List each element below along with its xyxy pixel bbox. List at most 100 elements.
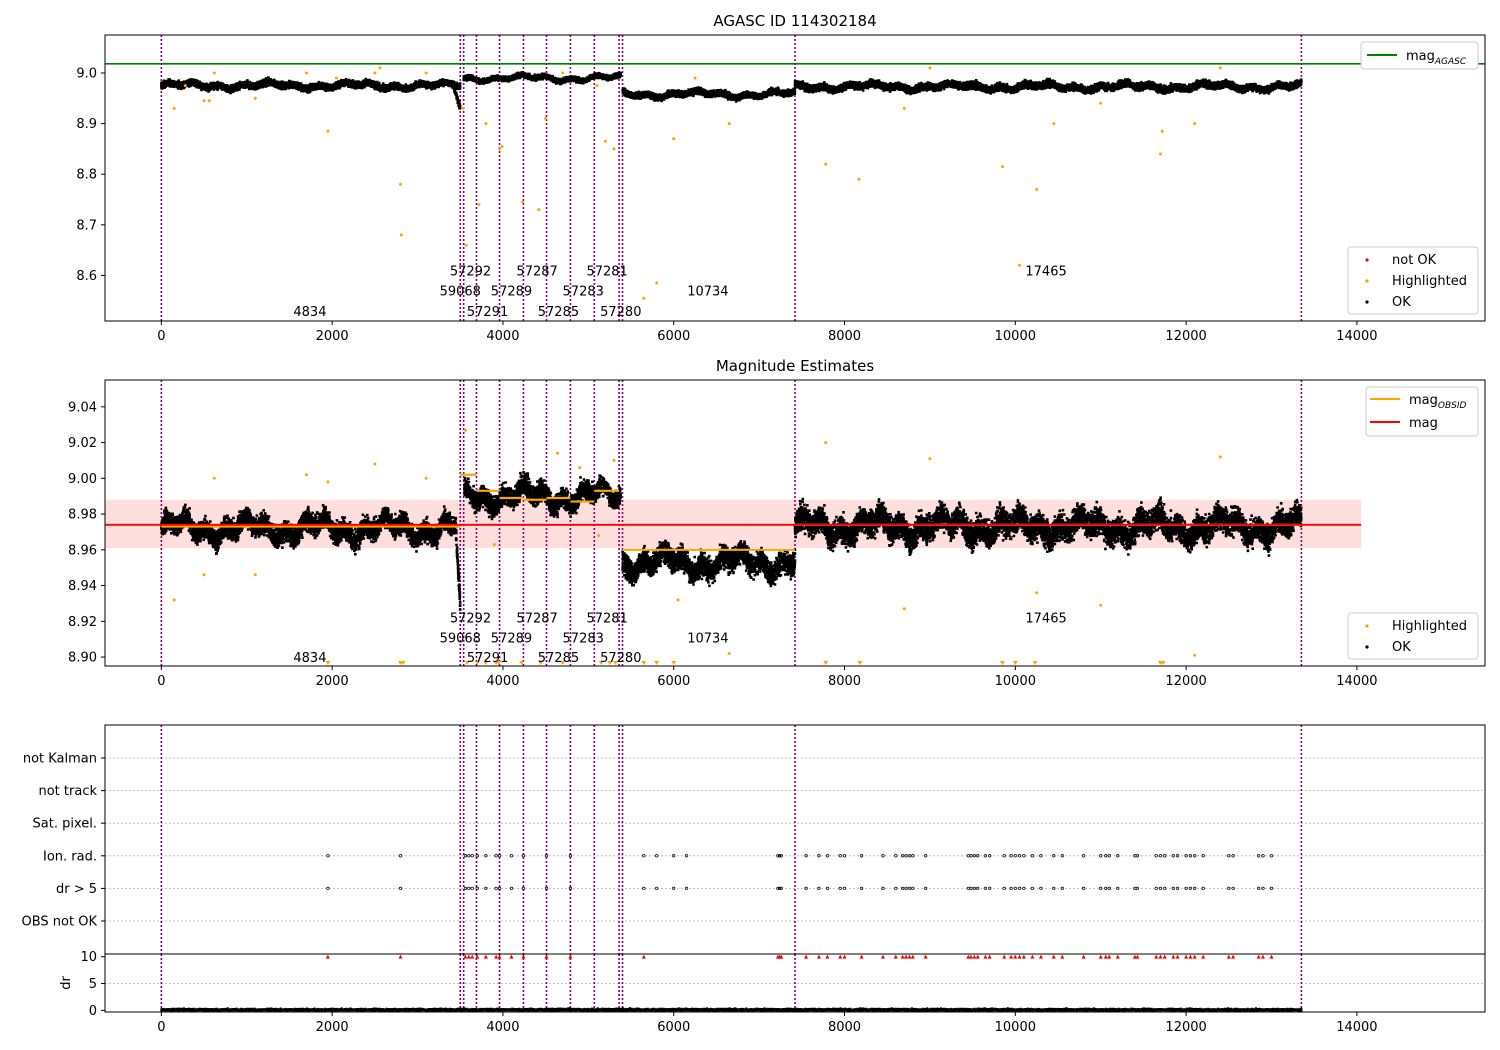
flag-mark-4-61 xyxy=(1188,886,1193,891)
flag-mark-4-38 xyxy=(988,886,992,891)
flag-label-1: not track xyxy=(38,784,97,799)
dr-not-ok-point-54 xyxy=(1162,954,1167,959)
dr-not-ok-point-48 xyxy=(1107,954,1112,959)
highlighted-point-p1-40 xyxy=(1099,101,1103,105)
clipped-point-16 xyxy=(671,661,677,665)
highlighted-point-p1-30 xyxy=(693,76,697,80)
highlighted-point-p2-16 xyxy=(824,441,828,445)
flag-mark-3-65 xyxy=(1231,854,1235,858)
flag-mark-3-48 xyxy=(1081,854,1086,858)
flag-mark-4-39 xyxy=(1002,886,1006,891)
highlighted-point-p1-1 xyxy=(183,84,187,88)
flag-mark-3-45 xyxy=(1039,854,1043,858)
highlighted-point-p1-17 xyxy=(484,122,488,126)
dr-not-ok-point-11 xyxy=(544,954,549,959)
flag-mark-4-21 xyxy=(817,886,821,891)
dr-not-ok-point-36 xyxy=(1002,954,1007,959)
legend-entry-not-ok: not OK xyxy=(1392,253,1437,268)
highlighted-point-p2-14 xyxy=(676,598,680,602)
highlighted-point-p1-8 xyxy=(334,76,338,80)
flag-mark-3-58 xyxy=(1171,854,1175,858)
highlighted-point-p1-32 xyxy=(824,162,828,166)
flag-mark-3-22 xyxy=(825,854,830,858)
panel-dr-frame xyxy=(104,953,1486,1013)
dr-not-ok-point-43 xyxy=(1051,954,1056,959)
x-tick-p4-label-4: 8000 xyxy=(828,1020,861,1035)
highlighted-point-p2-7 xyxy=(424,476,428,480)
legend-entry-ok: OK xyxy=(1392,295,1411,310)
flag-mark-4-63 xyxy=(1201,886,1205,891)
flag-mark-3-8 xyxy=(497,854,502,858)
flag-mark-3-68 xyxy=(1269,854,1274,858)
panel-agasc-frame xyxy=(104,34,1486,322)
flag-mark-4-68 xyxy=(1269,886,1274,891)
flag-mark-4-46 xyxy=(1052,886,1056,891)
dr-not-ok-point-39 xyxy=(1017,954,1022,959)
flag-mark-4-8 xyxy=(497,886,502,891)
dr-not-ok-point-12 xyxy=(568,954,573,959)
obsid-label-p2-10: 10734 xyxy=(687,631,728,646)
highlighted-point-p1-29 xyxy=(672,137,676,141)
legend-entry-mag-obsid-subscript: OBSID xyxy=(1438,401,1467,411)
flag-mark-4-49 xyxy=(1099,886,1103,891)
highlighted-point-p2-21 xyxy=(1193,653,1197,657)
dr-not-ok-point-58 xyxy=(1188,954,1193,959)
highlighted-point-p1-42 xyxy=(1160,129,1164,133)
highlighted-point-p1-22 xyxy=(544,117,548,120)
dr-not-ok-point-16 xyxy=(779,954,784,959)
x-tick-p1-label-3: 6000 xyxy=(657,329,690,344)
highlighted-point-p1-15 xyxy=(464,243,468,247)
clipped-point-3 xyxy=(464,661,470,665)
highlighted-point-p2-20 xyxy=(1099,603,1103,607)
flag-mark-4-4 xyxy=(470,886,474,891)
x-tick-p2-label-4: 8000 xyxy=(828,674,861,689)
y-tick-p1-label-4: 9.0 xyxy=(76,66,97,81)
flag-mark-3-49 xyxy=(1099,854,1103,858)
panel-magnitude-x-ticks: 0 2000 4000 6000 8000 10000 12000 14000 xyxy=(157,666,1378,689)
dr-not-ok-point-47 xyxy=(1103,954,1108,959)
flag-mark-4-27 xyxy=(894,886,898,891)
flag-mark-3-13 xyxy=(642,854,646,858)
dr-not-ok-point-38 xyxy=(1013,954,1018,959)
highlighted-point-p1-25 xyxy=(603,139,607,143)
dr-not-ok-point-31 xyxy=(968,954,973,959)
flag-mark-3-38 xyxy=(988,854,992,858)
clipped-point-0 xyxy=(325,661,331,665)
x-tick-p1-label-1: 2000 xyxy=(316,329,349,344)
flag-mark-4-13 xyxy=(642,886,646,891)
clipped-point-14 xyxy=(641,661,647,665)
highlighted-point-p2-17 xyxy=(902,607,906,611)
x-tick-p1-label-6: 12000 xyxy=(1165,329,1206,344)
flag-mark-4-32 xyxy=(924,886,928,891)
flag-mark-3-43 xyxy=(1022,854,1026,858)
highlighted-point-p2-9 xyxy=(492,543,496,546)
clipped-point-15 xyxy=(654,661,660,665)
flag-mark-3-23 xyxy=(838,854,842,858)
flag-mark-3-37 xyxy=(983,854,988,858)
flag-mark-3-56 xyxy=(1158,854,1163,858)
flag-mark-4-18 xyxy=(777,886,782,891)
dr-not-ok-point-33 xyxy=(975,954,980,959)
highlighted-point-p1-12 xyxy=(399,233,403,237)
panel-magnitude-y-ticks: 8.90 8.92 8.94 8.96 8.98 9.00 9.02 9.04 xyxy=(68,400,105,666)
highlighted-point-p2-19 xyxy=(1035,591,1039,595)
obsid-label-p2-3: 57291 xyxy=(467,651,508,666)
flag-mark-3-19 xyxy=(779,854,783,858)
flag-mark-4-55 xyxy=(1154,886,1158,891)
highlighted-point-p1-14 xyxy=(461,106,465,110)
obsid-label-p1-3: 57291 xyxy=(467,305,508,320)
flag-mark-4-19 xyxy=(779,886,783,891)
highlighted-point-p1-4 xyxy=(212,71,216,75)
x-tick-p4-label-7: 14000 xyxy=(1336,1020,1377,1035)
dr-not-ok-point-60 xyxy=(1201,954,1206,959)
dr-not-ok-point-4 xyxy=(470,954,475,959)
flag-label-4: dr > 5 xyxy=(56,882,97,897)
flag-mark-4-3 xyxy=(467,886,471,891)
flag-mark-3-12 xyxy=(568,854,573,858)
highlighted-point-p1-0 xyxy=(172,106,176,110)
dr-not-ok-point-6 xyxy=(483,954,488,959)
flag-label-0: not Kalman xyxy=(23,752,97,767)
flag-mark-4-54 xyxy=(1135,886,1140,891)
flag-mark-4-0 xyxy=(326,886,330,891)
dr-not-ok-point-2 xyxy=(463,954,468,959)
